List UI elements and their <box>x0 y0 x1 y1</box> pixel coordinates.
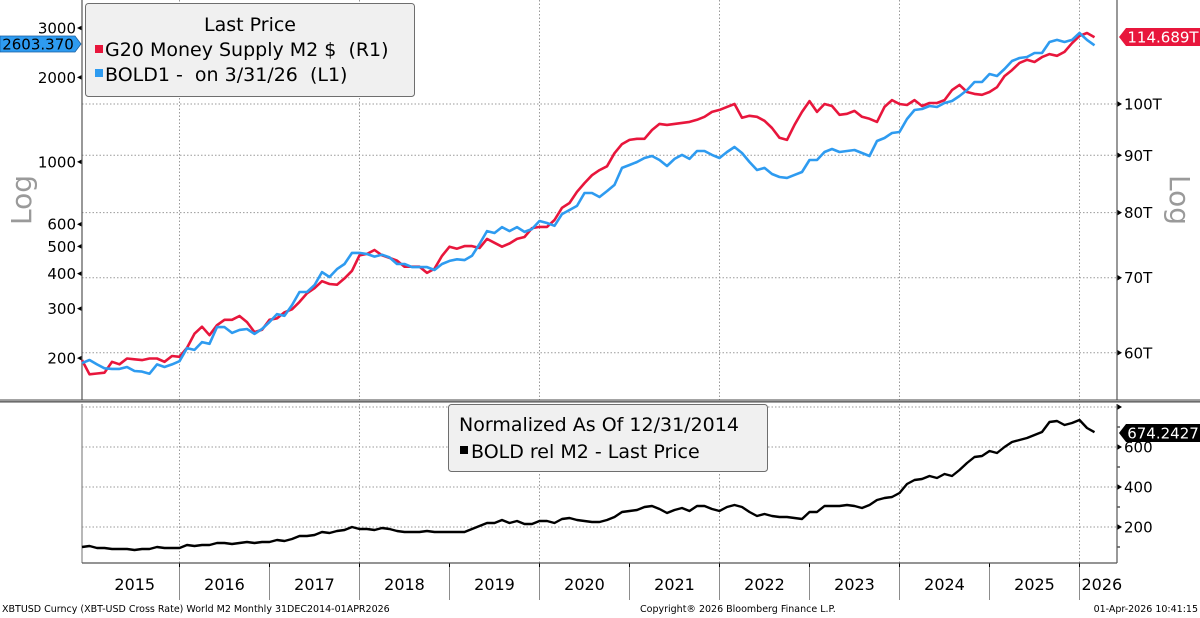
tag-label-bold1: 2603.370 <box>2 36 74 54</box>
bottom-legend: Normalized As Of 12/31/2014 BOLD rel M2 … <box>448 404 768 472</box>
x-tick-label: 2022 <box>744 575 785 594</box>
right-y-tick-label: 70T <box>1124 269 1153 287</box>
x-tick-label: 2017 <box>294 575 335 594</box>
tag-shape-m2 <box>1119 28 1200 46</box>
right-y-tick-label: 200 <box>1124 519 1153 537</box>
x-tick-label: 2019 <box>474 575 515 594</box>
right-y-tick-label: 100T <box>1124 96 1163 114</box>
series-lines <box>80 31 1096 552</box>
left-y-tick <box>77 25 82 31</box>
left-y-tick-label: 3000 <box>38 20 76 38</box>
left-y-tick <box>77 243 82 249</box>
left-y-tick-label: 500 <box>47 238 76 256</box>
x-tick-label: 2015 <box>114 575 155 594</box>
right-y-tick-label: 60T <box>1124 344 1153 362</box>
top-legend-box <box>85 3 415 97</box>
x-tick-label: 2025 <box>1014 575 1055 594</box>
left-y-tick-label: 1000 <box>38 153 76 171</box>
legend-label-bold-rel-m2: BOLD rel M2 - Last Price <box>471 441 700 463</box>
tag-label-bold-rel-m2: 674.2427 <box>1127 425 1199 443</box>
left-y-tick-label: 200 <box>47 350 76 368</box>
right-y-tick-label: 400 <box>1124 479 1153 497</box>
left-y-tick <box>77 271 82 277</box>
right-y-tick <box>1117 444 1122 450</box>
panel-separator-highlight <box>0 400 1200 402</box>
legend-label-bold1: BOLD1 - on 3/31/26 (L1) <box>105 64 347 86</box>
right-axis-title: Log <box>1163 175 1196 225</box>
x-tick-label: 2020 <box>564 575 605 594</box>
right-y-tick <box>1117 524 1122 530</box>
series-line-bold-rel-m2 <box>81 418 1096 552</box>
legend-swatch-bold-rel-m2 <box>460 446 468 454</box>
x-tick-label: 2026 <box>1082 575 1123 594</box>
last-value-tag-m2: 114.689T <box>1119 28 1200 47</box>
last-value-tag-bold-rel-m2: 674.2427 <box>1119 424 1200 443</box>
left-y-tick-label: 600 <box>47 216 76 234</box>
right-y-tick-label: 600 <box>1124 439 1153 457</box>
bottom-legend-title: Normalized As Of 12/31/2014 <box>459 414 739 436</box>
bottom-legend-box <box>448 404 768 472</box>
left-y-tick-label: 2000 <box>38 69 76 87</box>
last-value-tag-bold1: 2603.370 <box>0 35 82 54</box>
right-y-tick-label: 80T <box>1124 204 1153 222</box>
left-y-tick <box>77 74 82 80</box>
footer-timestamp: 01-Apr-2026 10:41:15 <box>1094 604 1198 615</box>
footer-source: XBTUSD Curncy (XBT-USD Cross Rate) World… <box>2 604 390 615</box>
right-y-tick-label: 90T <box>1124 147 1153 165</box>
top-legend: Last Price G20 Money Supply M2 $ (R1) BO… <box>85 3 415 97</box>
top-legend-title: Last Price <box>204 14 296 36</box>
x-tick-label: 2023 <box>834 575 875 594</box>
x-tick-label: 2016 <box>204 575 245 594</box>
tag-label-m2: 114.689T <box>1127 29 1199 47</box>
left-y-tick <box>77 221 82 227</box>
x-tick-label: 2024 <box>924 575 965 594</box>
left-y-tick-label: 400 <box>47 265 76 283</box>
tag-shape-bold1 <box>0 35 82 53</box>
right-y-tick <box>1117 152 1122 159</box>
series-line-g20-m2 <box>80 31 1096 376</box>
left-y-tick <box>77 159 82 165</box>
legend-swatch-m2 <box>95 45 103 53</box>
right-y-tick <box>1117 349 1122 356</box>
right-y-tick <box>1117 484 1122 490</box>
x-tick-label: 2021 <box>654 575 695 594</box>
x-tick-label: 2018 <box>384 575 425 594</box>
tag-shape-bold-rel-m2 <box>1119 424 1200 442</box>
legend-label-m2: G20 Money Supply M2 $ (R1) <box>105 39 389 61</box>
right-y-tick <box>1117 101 1122 107</box>
left-y-tick-label: 300 <box>47 300 76 318</box>
right-y-tick <box>1117 209 1122 216</box>
series-line-bold1 <box>81 31 1096 376</box>
right-y-tick <box>1117 404 1122 410</box>
right-y-tick <box>1117 274 1122 281</box>
footer-copyright: Copyright® 2026 Bloomberg Finance L.P. <box>640 604 836 615</box>
left-y-tick <box>77 306 82 312</box>
gridlines <box>82 0 1117 563</box>
axes: 2015 2016 2017 2018 2019 2020 2021 2022 2023 2024… <box>0 0 1200 600</box>
left-y-tick <box>77 355 82 361</box>
left-axis-title: Log <box>5 175 38 225</box>
legend-swatch-bold1 <box>95 69 103 77</box>
